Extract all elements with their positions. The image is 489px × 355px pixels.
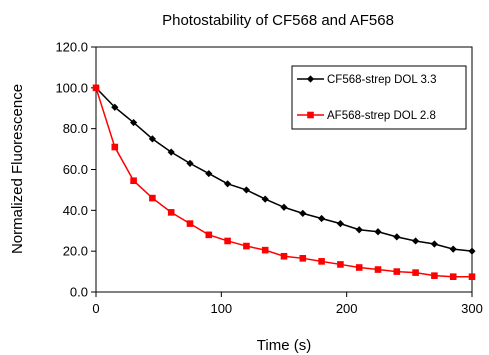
data-point-0-8 (242, 186, 250, 194)
series-layer (92, 84, 476, 280)
data-point-1-9 (261, 246, 269, 254)
y-axis: 0.0 20.0 40.0 60.0 80.0 100.0 120.0 (55, 40, 96, 300)
y-tick-label-2: 40.0 (63, 203, 88, 218)
data-point-0-17 (412, 237, 420, 245)
y-tick-label-3: 60.0 (63, 162, 88, 177)
data-point-1-12 (318, 258, 325, 265)
data-point-1-16 (393, 268, 401, 275)
data-point-0-4 (167, 148, 175, 156)
legend-marker-0 (306, 75, 315, 83)
x-tick-label-2: 200 (336, 301, 358, 316)
data-point-1-3 (149, 194, 156, 202)
x-axis: 0 100 200 300 (92, 292, 483, 316)
x-tick-label-1: 100 (210, 301, 232, 316)
data-point-0-16 (393, 233, 401, 241)
data-point-0-2 (130, 118, 138, 127)
data-point-1-2 (130, 177, 137, 185)
y-axis-title: Normalized Fluorescence (9, 84, 26, 254)
data-point-1-5 (186, 220, 194, 227)
data-point-1-20 (468, 273, 476, 280)
data-point-1-8 (243, 242, 250, 250)
legend-items: CF568-strep DOL 3.3 AF568-strep DOL 2.8 (297, 74, 437, 122)
y-tick-label-6: 120.0 (55, 40, 88, 55)
legend-marker-1 (307, 111, 314, 119)
legend-box (291, 65, 467, 130)
legend-label-0: CF568-strep DOL 3.3 (327, 74, 437, 86)
data-point-0-20 (468, 247, 476, 255)
data-point-0-3 (148, 135, 156, 143)
y-tick-label-1: 20.0 (63, 244, 88, 259)
data-point-0-13 (336, 220, 344, 228)
data-point-1-1 (111, 143, 119, 151)
data-point-1-13 (337, 261, 344, 268)
series-1 (92, 84, 476, 280)
legend: CF568-strep DOL 3.3 AF568-strep DOL 2.8 (291, 65, 467, 130)
data-point-0-18 (430, 240, 438, 248)
x-tick-label-0: 0 (92, 301, 99, 316)
data-point-1-10 (280, 252, 288, 260)
data-point-0-1 (111, 103, 119, 111)
data-point-0-9 (261, 195, 269, 203)
data-point-0-12 (318, 214, 326, 223)
x-axis-title: Time (s) (257, 337, 311, 354)
data-point-1-4 (167, 209, 175, 216)
data-point-1-6 (205, 231, 213, 239)
data-point-0-11 (299, 209, 307, 217)
y-tick-label-4: 80.0 (63, 121, 88, 136)
data-point-1-17 (412, 269, 419, 276)
data-point-0-5 (186, 159, 194, 167)
chart-title: Photostability of CF568 and AF568 (162, 12, 394, 29)
data-point-1-0 (92, 84, 100, 92)
data-point-1-14 (355, 264, 363, 271)
data-point-0-10 (280, 203, 288, 211)
data-point-1-15 (374, 266, 382, 273)
series-0 (92, 84, 476, 255)
data-point-1-19 (449, 273, 457, 280)
y-tick-label-0: 0.0 (70, 285, 88, 300)
legend-label-1: AF568-strep DOL 2.8 (327, 110, 436, 122)
data-point-0-7 (224, 180, 232, 188)
data-point-0-19 (449, 245, 457, 253)
data-point-0-14 (355, 226, 363, 234)
data-point-1-18 (431, 272, 438, 279)
x-tick-label-3: 300 (461, 301, 483, 316)
data-point-1-11 (299, 255, 307, 262)
data-point-1-7 (224, 237, 231, 245)
data-point-0-15 (374, 228, 382, 236)
y-tick-label-5: 100.0 (55, 80, 88, 95)
data-point-0-6 (205, 169, 213, 178)
